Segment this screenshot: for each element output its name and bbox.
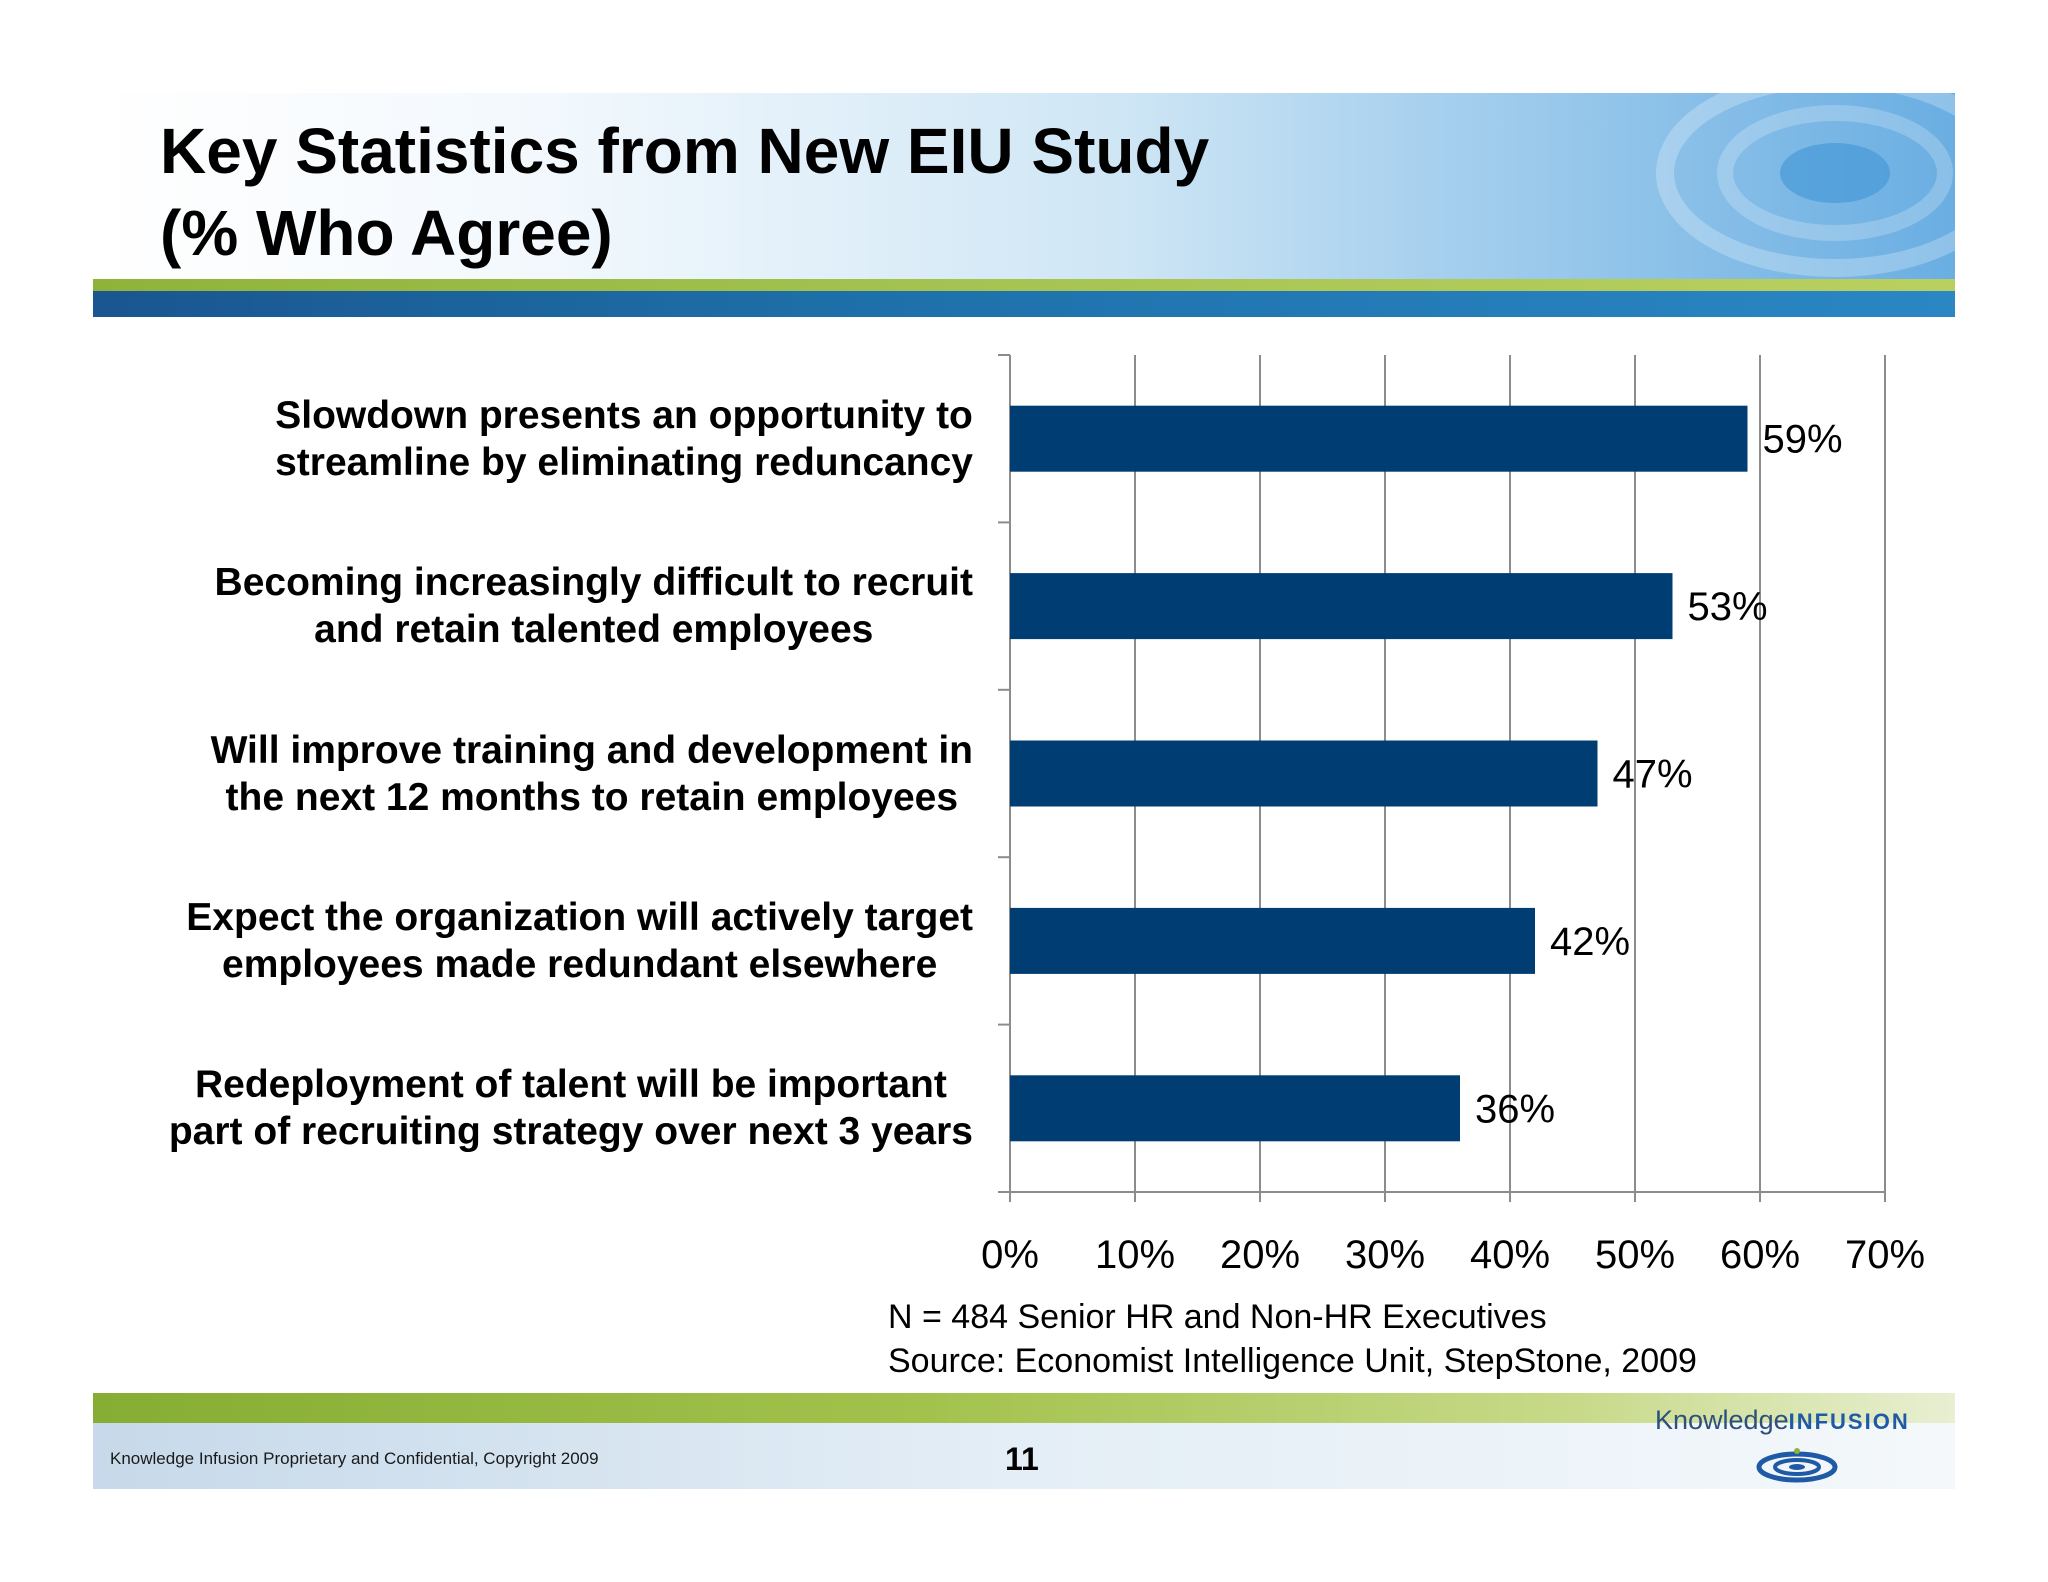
logo-word-knowledge: Knowledge (1655, 1405, 1789, 1435)
category-label: Expect the organization will actively ta… (186, 895, 973, 986)
category-label: Slowdown presents an opportunity to stre… (275, 393, 973, 484)
bar-chart: 59% 53% 47% 42% 36% 0% 10% 20% 30% 40% 50% 60% 70% (981, 354, 1925, 1277)
data-label: 42% (1550, 920, 1630, 964)
source-note: N = 484 Senior HR and Non-HR Executives … (888, 1298, 1697, 1380)
data-label: 59% (1763, 418, 1843, 462)
x-tick-label: 60% (1720, 1233, 1800, 1277)
bar (1010, 740, 1598, 807)
bar (1010, 573, 1673, 640)
bar (1010, 1075, 1460, 1142)
data-labels: 59% 53% 47% 42% 36% (1475, 418, 1843, 1132)
x-tick-label: 10% (1095, 1233, 1175, 1277)
header-band (93, 93, 1955, 279)
x-tick-label: 40% (1470, 1233, 1550, 1277)
x-tick-label: 0% (981, 1233, 1039, 1277)
page-number: 11 (1005, 1441, 1039, 1477)
footer-green-stripe (93, 1393, 1955, 1423)
data-label: 36% (1475, 1087, 1555, 1131)
page-title: Key Statistics from New EIU Study (% Who… (160, 115, 1210, 269)
x-tick-label: 70% (1845, 1233, 1925, 1277)
ripple-decoration (1656, 93, 1955, 277)
category-label: Redeployment of talent will be important… (168, 1063, 973, 1154)
bar (1010, 405, 1748, 472)
confidentiality-notice: Knowledge Infusion Proprietary and Confi… (110, 1449, 599, 1468)
x-tick-label: 50% (1595, 1233, 1675, 1277)
header-green-stripe (93, 279, 1955, 291)
header-blue-stripe (93, 291, 1955, 317)
category-label: Will improve training and development in… (210, 728, 973, 819)
x-tick-label: 30% (1345, 1233, 1425, 1277)
logo-text: KnowledgeINFUSION (1655, 1405, 1910, 1436)
category-label: Becoming increasingly difficult to recru… (214, 561, 973, 652)
logo-ripple-icon (1756, 1448, 1838, 1483)
bars (1010, 405, 1748, 1142)
x-tick-label: 20% (1220, 1233, 1300, 1277)
logo-word-infusion: INFUSION (1788, 1409, 1910, 1434)
data-label: 47% (1613, 753, 1693, 797)
x-tick-labels: 0% 10% 20% 30% 40% 50% 60% 70% (981, 1233, 1925, 1277)
data-label: 53% (1688, 585, 1768, 629)
footer-band (93, 1423, 1955, 1489)
company-logo: KnowledgeINFUSION (1655, 1405, 1915, 1485)
bar (1010, 907, 1535, 974)
